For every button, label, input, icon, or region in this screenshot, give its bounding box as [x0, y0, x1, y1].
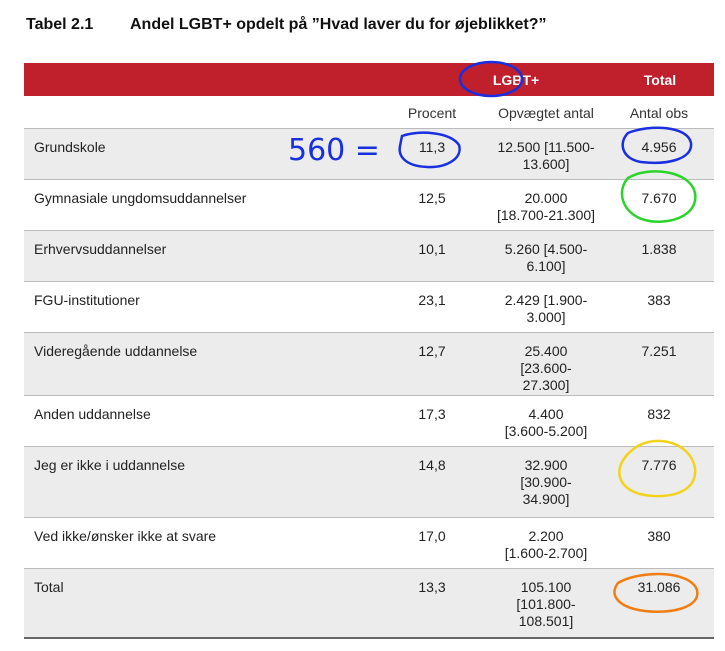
weighted-line: 3.000]: [526, 309, 566, 325]
table-body: Grundskole 11,3 12.500 [11.500- 13.600] 4.95…: [24, 129, 714, 639]
table-row: Ved ikke/ønsker ikke at svare 17,0 2.200 [1…: [24, 518, 714, 569]
row-label: FGU-institutioner: [34, 292, 140, 308]
table-row: Anden uddannelse 17,3 4.400 [3.600-5.200] 83…: [24, 396, 714, 447]
table-row: Grundskole 11,3 12.500 [11.500- 13.600] 4.95…: [24, 129, 714, 180]
row-label: Anden uddannelse: [34, 406, 151, 422]
weighted-line: 27.300]: [522, 377, 570, 393]
row-obs: 7.251: [641, 343, 677, 359]
weighted-line: 4.400: [528, 406, 564, 422]
table-row: Gymnasiale ungdomsuddannelser 12,5 20.000[…: [24, 180, 714, 231]
weighted-line: 34.900]: [522, 491, 570, 507]
row-label: Grundskole: [34, 139, 106, 155]
subheader-weighted: Opvægtet antal: [498, 105, 594, 121]
weighted-line: [30.900-: [520, 474, 572, 490]
table-row: FGU-institutioner 23,1 2.429 [1.900- 3.000]…: [24, 282, 714, 333]
row-percent: 12,7: [418, 343, 446, 359]
lgbt-table: LGBT+ Total Procent Opvægtet antal Antal…: [24, 63, 714, 639]
subheader-obs: Antal obs: [629, 105, 689, 121]
table-row: Erhvervsuddannelser 10,1 5.260 [4.500- 6.10…: [24, 231, 714, 282]
table-row: Total 13,3 105.100 [101.800- 108.501] 31.086: [24, 569, 714, 639]
row-obs: 1.838: [641, 241, 677, 257]
weighted-line: [1.600-2.700]: [504, 545, 588, 561]
row-percent: 17,3: [418, 406, 446, 422]
row-weighted: 2.200 [1.600-2.700]: [486, 528, 606, 562]
row-weighted: 20.000 [18.700-21.300]: [486, 190, 606, 224]
weighted-line: 2.200: [528, 528, 564, 544]
row-weighted: 32.900 [30.900- 34.900]: [486, 457, 606, 508]
row-obs: 7.670: [641, 190, 677, 206]
table-title: Tabel 2.1 Andel LGBT+ opdelt på ”Hvad la…: [26, 16, 717, 34]
row-obs: 383: [647, 292, 671, 308]
row-label: Jeg er ikke i uddannelse: [34, 457, 185, 473]
table-row: Videregående uddannelse 12,7 25.400 [23.600…: [24, 333, 714, 396]
row-percent: 12,5: [418, 190, 446, 206]
weighted-line: [18.700-21.300]: [496, 207, 596, 223]
row-obs: 7.776: [641, 457, 677, 473]
row-obs: 380: [647, 528, 671, 544]
row-label: Gymnasiale ungdomsuddannelser: [34, 190, 247, 206]
row-obs: 4.956: [641, 139, 677, 155]
subheader-percent: Procent: [407, 105, 457, 121]
row-obs: 832: [647, 406, 671, 422]
table-subheader: Procent Opvægtet antal Antal obs: [24, 96, 714, 129]
weighted-line: 13.600]: [522, 156, 570, 172]
weighted-line: 20.000: [524, 190, 568, 206]
row-weighted: 12.500 [11.500- 13.600]: [486, 139, 606, 173]
row-weighted: 105.100 [101.800- 108.501]: [486, 579, 606, 630]
row-percent: 10,1: [418, 241, 446, 257]
row-weighted: 2.429 [1.900- 3.000]: [486, 292, 606, 326]
table-header: LGBT+ Total: [24, 63, 714, 96]
row-percent: 23,1: [418, 292, 446, 308]
table-number: Tabel 2.1: [26, 16, 94, 33]
row-label: Ved ikke/ønsker ikke at svare: [34, 528, 217, 544]
header-total: Total: [643, 72, 677, 88]
weighted-line: 108.501]: [518, 613, 574, 629]
row-percent: 13,3: [418, 579, 446, 595]
row-weighted: 25.400 [23.600- 27.300]: [486, 343, 606, 394]
weighted-line: 12.500 [11.500-: [497, 139, 595, 155]
row-label: Erhvervsuddannelser: [34, 241, 167, 257]
row-weighted: 5.260 [4.500- 6.100]: [486, 241, 606, 275]
weighted-line: 105.100: [520, 579, 572, 595]
row-obs: 31.086: [637, 579, 681, 595]
weighted-line: 5.260 [4.500-: [504, 241, 588, 257]
weighted-line: 2.429 [1.900-: [504, 292, 588, 308]
weighted-line: [101.800-: [516, 596, 576, 612]
row-percent: 17,0: [418, 528, 446, 544]
weighted-line: 25.400: [524, 343, 568, 359]
row-label: Total: [34, 579, 64, 595]
row-percent: 14,8: [418, 457, 446, 473]
weighted-line: [3.600-5.200]: [504, 423, 588, 439]
table-row: Jeg er ikke i uddannelse 14,8 32.900 [30.90…: [24, 447, 714, 518]
table-caption: Andel LGBT+ opdelt på ”Hvad laver du for…: [130, 16, 547, 33]
weighted-line: 32.900: [524, 457, 568, 473]
row-weighted: 4.400 [3.600-5.200]: [486, 406, 606, 440]
weighted-line: 6.100]: [526, 258, 566, 274]
row-percent: 11,3: [418, 139, 446, 155]
row-label: Videregående uddannelse: [34, 343, 198, 359]
weighted-line: [23.600-: [520, 360, 572, 376]
header-lgbt: LGBT+: [492, 72, 540, 88]
